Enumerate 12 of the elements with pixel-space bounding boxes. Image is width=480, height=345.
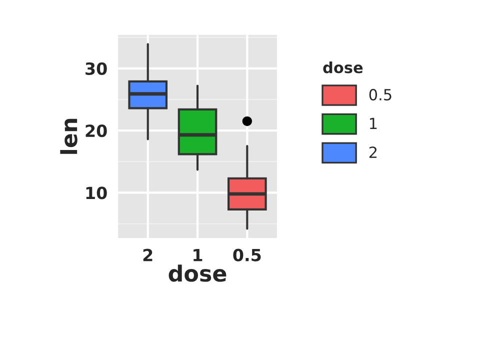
x-tick-label: 2 [143,248,152,262]
legend-label: 1 [370,118,377,130]
legend-title: dose [323,61,363,74]
legend-label: 2 [369,146,377,158]
y-tick-label: 20 [86,124,107,138]
y-axis-title: len [60,118,78,154]
legend-label: 0.5 [369,88,392,100]
x-tick-label: 0.5 [233,248,261,262]
y-tick-label: 10 [86,186,107,200]
x-tick-label: 1 [194,248,202,262]
x-axis-title: dose [168,264,226,282]
y-tick-label: 30 [86,62,107,75]
